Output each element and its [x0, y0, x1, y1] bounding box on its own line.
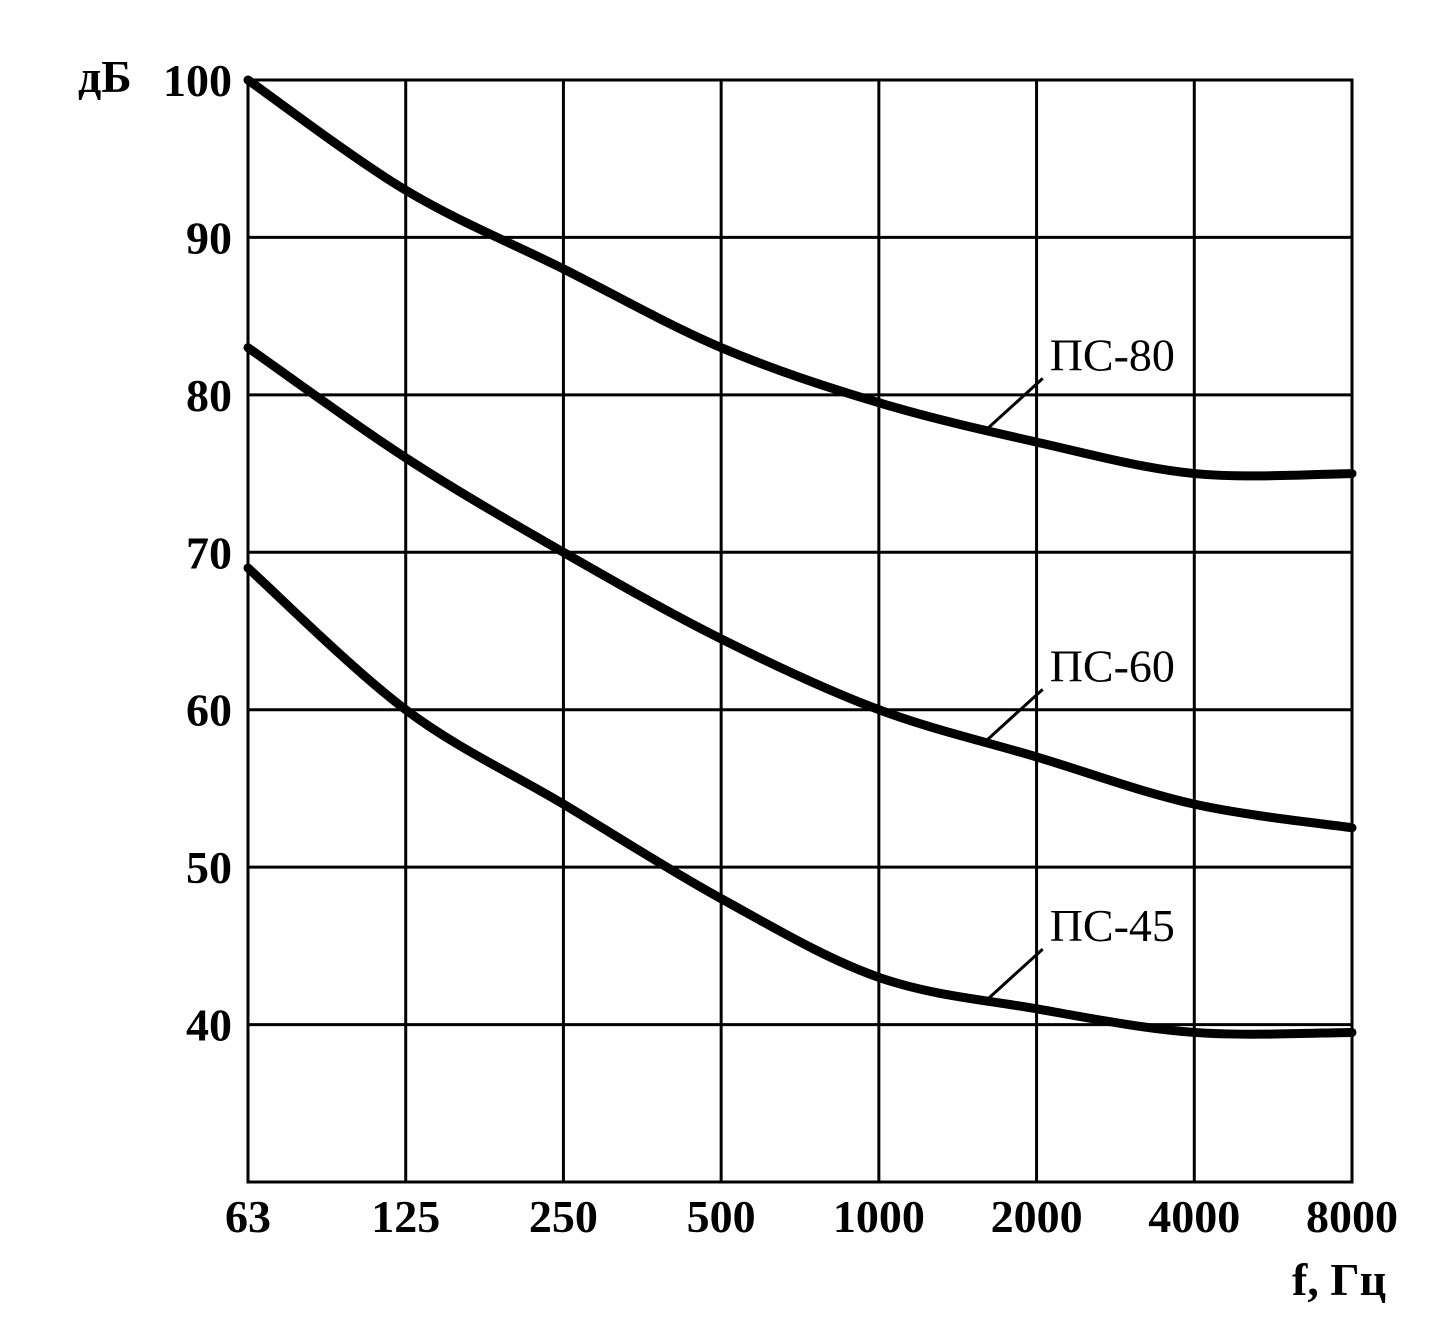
series-label: ПС-45	[1050, 900, 1175, 951]
x-tick-label: 125	[371, 1191, 440, 1242]
series-line-пс-45	[243, 563, 1357, 1039]
series-leader-line	[986, 688, 1044, 741]
y-tick-label: 60	[186, 685, 232, 736]
x-tick-label: 500	[687, 1191, 756, 1242]
series-line-пс-80	[243, 75, 1357, 481]
x-tick-label: 8000	[1306, 1191, 1398, 1242]
x-tick-label: 1000	[833, 1191, 925, 1242]
plot-frame	[246, 78, 1354, 1184]
y-tick-label: 100	[163, 55, 232, 106]
y-tick-label: 70	[186, 527, 232, 578]
labels: дБ f, Гц 100 90 80 70 60 50 40 63 125 250 500 1000 2…	[78, 51, 1398, 1305]
x-tick-label: 63	[225, 1191, 271, 1242]
series-line-пс-60	[243, 343, 1357, 833]
x-tick-label: 4000	[1148, 1191, 1240, 1242]
y-tick-label: 50	[186, 842, 232, 893]
x-axis-label: f, Гц	[1292, 1254, 1386, 1305]
y-tick-label: 40	[186, 1000, 232, 1051]
y-axis-label: дБ	[78, 51, 132, 102]
y-tick-label: 90	[186, 212, 232, 263]
x-tick-label: 2000	[991, 1191, 1083, 1242]
series-leader-line	[986, 947, 1044, 1001]
series-leader-line	[986, 377, 1044, 430]
x-tick-label: 250	[529, 1191, 598, 1242]
series-label: ПС-80	[1050, 329, 1175, 380]
series-curves	[243, 75, 1357, 1039]
grid	[246, 78, 1354, 1184]
series-label-leaders	[986, 377, 1044, 1001]
y-tick-label: 80	[186, 370, 232, 421]
series-label: ПС-60	[1050, 640, 1175, 691]
